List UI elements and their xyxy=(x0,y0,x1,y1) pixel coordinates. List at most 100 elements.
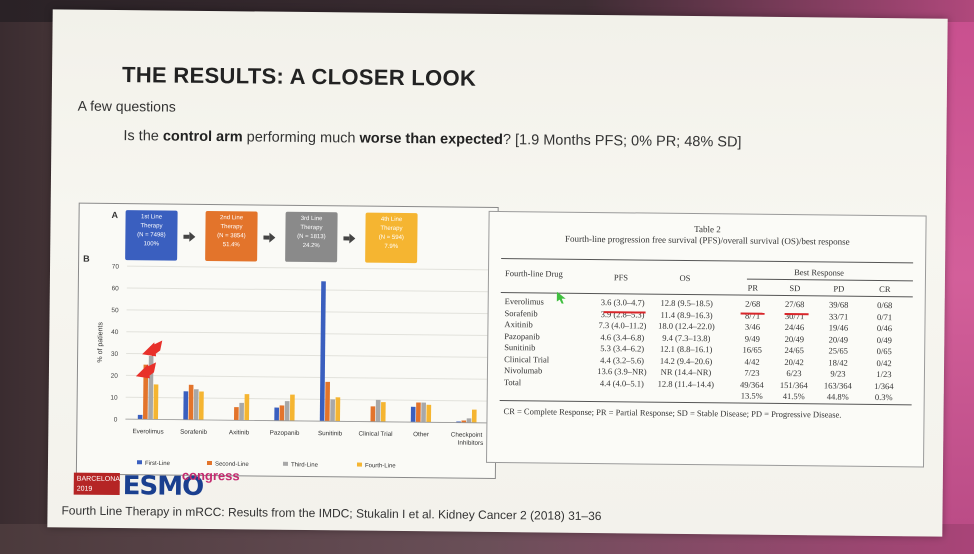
bar-first-line-pazopanib xyxy=(274,407,280,421)
figure-panel: A B 1st Line Therapy (N = 7498) 100% 2nd Lin… xyxy=(75,202,499,479)
gridline xyxy=(126,287,491,293)
legend-swatch xyxy=(206,460,213,466)
bar-third-line-checkpoint-inhibitors xyxy=(466,418,472,423)
table-cell-os: 11.4 (8.9–16.3) xyxy=(660,309,713,320)
bar-fourth-line-sorafenib xyxy=(198,391,204,420)
y-tick-label: 70 xyxy=(112,263,120,270)
slide-subtitle: A few questions xyxy=(77,97,176,115)
table-cell-drug: Pazopanib xyxy=(504,330,540,341)
x-tick-label: Everolimus xyxy=(132,428,163,435)
logo-barcelona-text: BARCELONA xyxy=(76,475,121,484)
table-cell-os: NR (14.4–NR) xyxy=(660,366,712,378)
x-tick-label: Pazopanib xyxy=(270,430,300,437)
flow-arrow-icon xyxy=(263,230,276,243)
table-cell-pd: 20/49 xyxy=(828,333,849,345)
legend-label: Fourth-Line xyxy=(365,463,396,469)
header-pd: PD xyxy=(833,283,845,294)
table-cell-pd: 39/68 xyxy=(828,299,849,310)
bar-third-line-clinical-trial xyxy=(375,399,381,422)
table-cell-pr: 7/23 xyxy=(744,367,760,378)
table-cell-pfs: 4.4 (4.0–5.1) xyxy=(599,377,644,389)
y-tick-label: 30 xyxy=(111,351,119,358)
x-tick-label: Axitinib xyxy=(229,429,250,436)
x-tick-label: Checkpoint xyxy=(451,432,483,439)
logo-barcelona-badge: BARCELONA 2019 xyxy=(73,472,121,496)
header-sd: SD xyxy=(789,283,801,294)
table-cell-cr: 0/49 xyxy=(876,334,892,345)
slide-footer-citation: Fourth Line Therapy in mRCC: Results fro… xyxy=(61,503,602,524)
table-cell-cr: 0/65 xyxy=(876,345,892,357)
flow-arrow-icon xyxy=(183,229,196,242)
bar-second-line-sunitinib xyxy=(324,381,331,422)
slide-title: THE RESULTS: A CLOSER LOOK xyxy=(121,62,477,91)
bar-fourth-line-other xyxy=(426,404,432,423)
results-table: Fourth-line Drug PFS OS Best Response PR SD PD… xyxy=(490,212,926,420)
bar-second-line-clinical-trial xyxy=(370,406,376,422)
red-underline-annotation xyxy=(784,313,809,315)
table-cell-os: 14.2 (9.4–20.6) xyxy=(659,355,713,366)
bar-first-line-everolimus xyxy=(137,414,143,420)
legend-label: Second-Line xyxy=(215,462,249,468)
bar-fourth-line-pazopanib xyxy=(289,394,295,421)
table-footnote: CR = Complete Response; PR = Partial Res… xyxy=(503,406,842,420)
bar-third-line-axitinib xyxy=(239,402,244,421)
header-pfs: PFS xyxy=(613,272,629,283)
red-arrow-head-icon xyxy=(142,342,157,357)
bar-second-line-checkpoint-inhibitors xyxy=(461,420,467,423)
gridline xyxy=(126,331,491,336)
table-cell-pd: 9/23 xyxy=(830,368,846,379)
table-cell-drug: Clinical Trial xyxy=(504,353,550,365)
x-tick-label: Clinical Trial xyxy=(359,431,393,438)
table-cell-pct-sd: 41.5% xyxy=(782,390,805,402)
gridline xyxy=(126,353,491,358)
table-cell-sd: 24/46 xyxy=(784,322,805,333)
table-cell-cr: 1/23 xyxy=(876,368,892,380)
bar-second-line-other xyxy=(415,402,421,423)
bar-second-line-everolimus xyxy=(142,364,149,420)
table-cell-sd: 24/65 xyxy=(784,345,804,356)
gridline xyxy=(127,265,492,271)
table-cell-pfs: 3.6 (3.0–4.7) xyxy=(600,297,645,308)
bar-fourth-line-clinical-trial xyxy=(380,402,386,422)
presentation-slide: THE RESULTS: A CLOSER LOOK A few questio… xyxy=(47,9,948,537)
table-cell-os: 12.8 (9.5–18.5) xyxy=(660,297,713,309)
cursor-arrow-icon xyxy=(556,291,567,309)
question-text-post: ? [1.9 Months PFS; 0% PR; 48% SD] xyxy=(502,132,742,151)
header-cr: CR xyxy=(879,283,891,295)
header-drug: Fourth-line Drug xyxy=(504,268,563,279)
question-bold-control-arm: control arm xyxy=(162,128,243,146)
table-cell-pd: 18/42 xyxy=(828,356,848,368)
table-cell-cr: 1/364 xyxy=(874,380,894,391)
bar-third-line-sorafenib xyxy=(193,389,199,420)
table-cell-pr: 2/68 xyxy=(745,298,761,309)
table-cell-cr: 0/42 xyxy=(876,357,892,368)
header-os: OS xyxy=(679,272,691,284)
table-cell-pr: 16/65 xyxy=(742,344,762,355)
table-cell-pfs: 5.3 (3.4–6.2) xyxy=(600,343,645,354)
table-cell-os: 12.1 (8.8–16.1) xyxy=(659,343,713,355)
bar-second-line-sorafenib xyxy=(188,384,194,420)
y-tick-label: 60 xyxy=(112,285,120,292)
legend-swatch xyxy=(136,460,143,465)
y-axis-label: % of patients xyxy=(97,322,104,363)
table-title: Table 2 Fourth-line progression free sur… xyxy=(489,222,925,249)
x-tick-label: Sunitinib xyxy=(318,430,343,437)
table-cell-sd: 20/42 xyxy=(784,356,804,367)
table-cell-cr: 0/46 xyxy=(876,322,893,334)
table-cell-pd: 163/364 xyxy=(823,379,852,391)
bar-first-line-other xyxy=(410,406,416,423)
table-rule-top xyxy=(501,258,914,264)
table-cell-pr: 8/71 xyxy=(744,310,761,321)
table-cell-sd: 30/71 xyxy=(784,310,805,321)
legend-label: First-Line xyxy=(145,461,171,467)
table-cell-drug: Total xyxy=(503,376,522,387)
table-rule-bottom xyxy=(499,400,912,406)
table-cell-pd: 19/46 xyxy=(828,322,849,333)
table-cell-sd: 151/364 xyxy=(779,379,808,390)
table-cell-pd: 25/65 xyxy=(828,345,848,356)
bar-first-line-sunitinib xyxy=(319,281,326,422)
table-cell-pr: 9/49 xyxy=(744,333,760,344)
slide-question: Is the control arm performing much worse… xyxy=(123,128,741,150)
table-cell-drug: Sunitinib xyxy=(504,342,536,353)
table-cell-pct-cr: 0.3% xyxy=(874,391,893,403)
